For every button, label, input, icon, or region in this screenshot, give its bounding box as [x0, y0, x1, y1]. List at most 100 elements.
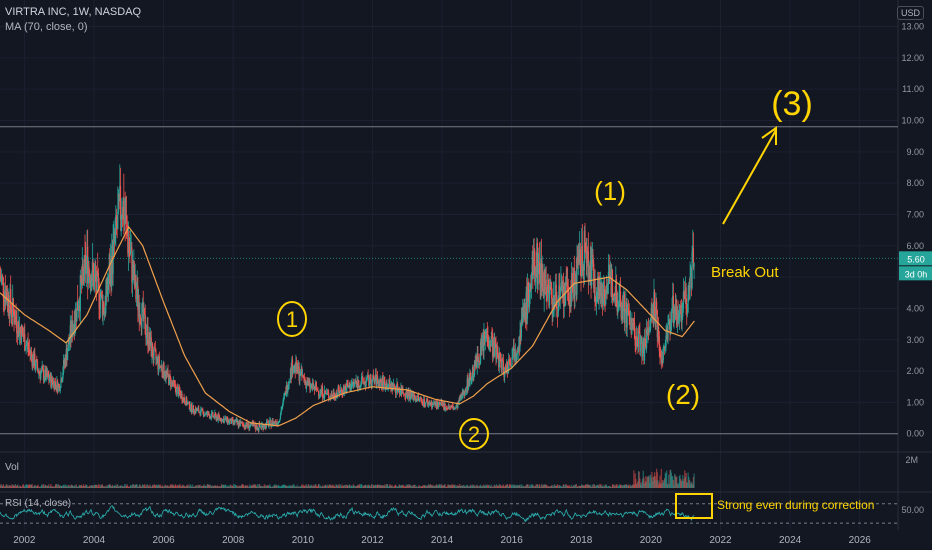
candle-body: [368, 376, 370, 386]
candle-body: [614, 296, 616, 304]
candle-body: [625, 302, 627, 313]
candle-body: [309, 385, 312, 389]
candle-body: [15, 316, 17, 322]
candle-body: [650, 318, 652, 330]
volume-bar: [348, 485, 350, 488]
volume-bar: [505, 484, 507, 488]
volume-tick-label: 2M: [905, 455, 918, 465]
y-tick-label: 9.00: [906, 147, 924, 157]
candle-body: [448, 405, 450, 409]
candle-body: [581, 246, 583, 276]
volume-bar: [479, 484, 482, 488]
currency-label[interactable]: USD: [896, 6, 924, 20]
candle-body: [18, 321, 20, 337]
candle-body: [536, 243, 539, 285]
candle-body: [390, 383, 392, 391]
breakout-label: Break Out: [711, 264, 779, 281]
volume-bar: [49, 486, 51, 488]
candle-body: [480, 341, 482, 349]
volume-bar: [182, 484, 184, 488]
volume-bar: [174, 486, 176, 488]
candle-body: [331, 394, 333, 397]
candle-body: [404, 393, 406, 397]
volume-bar: [494, 484, 496, 488]
volume-bar: [514, 484, 516, 488]
candle-body: [0, 277, 2, 282]
volume-bar: [160, 486, 162, 488]
candle-body: [601, 292, 604, 303]
volume-bar: [646, 476, 648, 488]
volume-bar: [188, 486, 190, 488]
volume-bar: [321, 486, 323, 488]
ma-indicator-legend[interactable]: MA (70, close, 0): [5, 21, 88, 33]
candle-body: [627, 308, 630, 314]
volume-bar: [257, 484, 259, 488]
candle-body: [554, 284, 557, 295]
volume-bar: [383, 486, 385, 488]
candle-body: [630, 320, 632, 335]
volume-bar: [62, 484, 65, 488]
volume-bar: [429, 484, 431, 488]
volume-bar: [425, 485, 427, 488]
volume-bar: [523, 486, 525, 488]
volume-bar: [524, 486, 526, 488]
volume-bar: [113, 486, 116, 488]
volume-bar: [153, 484, 155, 488]
candle-body: [326, 392, 328, 394]
candle-body: [55, 384, 57, 389]
volume-bar: [126, 484, 128, 488]
breakout-arrow: [722, 129, 777, 225]
volume-bar: [342, 485, 344, 488]
volume-bar: [616, 484, 618, 488]
volume-bar: [320, 485, 322, 488]
volume-bar: [693, 473, 695, 488]
volume-bar: [438, 484, 440, 488]
candle-body: [564, 288, 566, 306]
candle-body: [8, 313, 10, 318]
symbol-title[interactable]: VIRTRA INC, 1W, NASDAQ: [5, 6, 142, 18]
volume-bar: [54, 486, 56, 488]
volume-bar: [79, 485, 81, 488]
volume-bar: [20, 486, 23, 488]
candle-body: [239, 422, 241, 427]
volume-bar: [101, 484, 104, 488]
candle-body: [433, 403, 435, 405]
candle-body: [677, 314, 679, 320]
candle-body: [91, 262, 93, 282]
volume-bar: [99, 486, 102, 488]
candle-body: [46, 370, 48, 377]
candle-body: [456, 404, 458, 409]
volume-bar: [510, 485, 512, 488]
volume-bar: [571, 486, 573, 488]
candle-body: [535, 267, 537, 276]
candle-body: [509, 362, 511, 365]
y-tick-label: 2.00: [906, 366, 924, 376]
candle-body: [360, 384, 362, 387]
volume-bar: [97, 486, 99, 488]
candle-body: [70, 325, 72, 339]
volume-bar: [363, 485, 365, 488]
volume-bar: [343, 485, 345, 488]
candle-body: [467, 378, 469, 389]
volume-bar: [533, 486, 535, 488]
candle-body: [376, 375, 379, 381]
candle-body: [357, 380, 359, 389]
candle-body: [191, 412, 193, 413]
volume-bar: [272, 486, 274, 488]
candle-body: [633, 319, 635, 323]
volume-bar: [216, 485, 219, 488]
volume-bar: [316, 486, 318, 488]
volume-bar: [493, 485, 495, 488]
candle-body: [502, 360, 504, 374]
volume-bar: [253, 484, 255, 488]
candle-body: [47, 373, 49, 377]
candle-body: [355, 380, 357, 384]
volume-bar: [25, 484, 27, 488]
candle-body: [133, 265, 136, 287]
volume-bar: [168, 486, 170, 488]
candle-body: [671, 311, 673, 313]
volume-bar: [572, 486, 574, 488]
candle-body: [48, 380, 51, 382]
volume-bar: [429, 485, 431, 488]
